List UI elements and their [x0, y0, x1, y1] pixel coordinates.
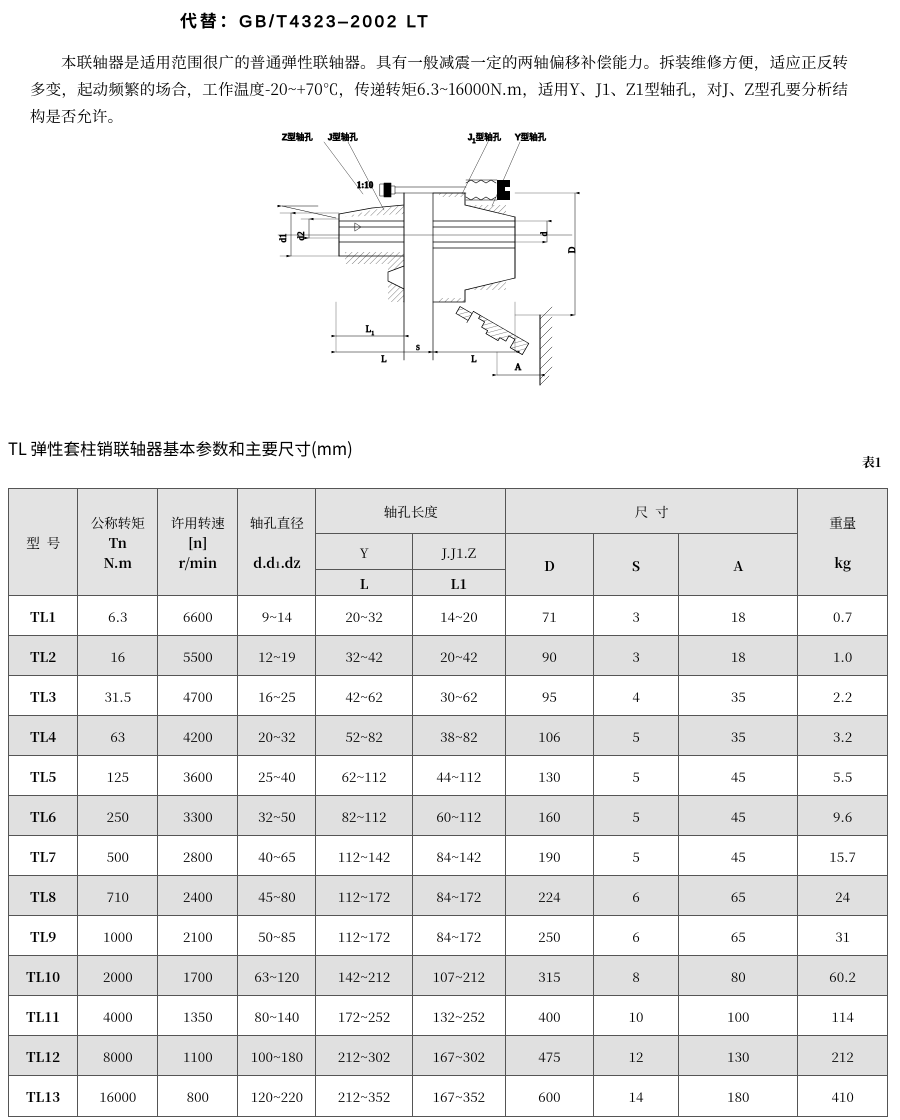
svg-text:1:10: 1:10 [357, 180, 374, 190]
svg-text:d1: d1 [278, 234, 288, 243]
svg-text:S: S [416, 344, 420, 352]
svg-text:J型轴孔: J型轴孔 [327, 132, 358, 142]
svg-text:Z型轴孔: Z型轴孔 [282, 132, 313, 142]
svg-text:d: d [539, 231, 549, 236]
svg-text:L: L [381, 354, 387, 364]
svg-text:L: L [471, 354, 477, 364]
svg-text:D: D [567, 246, 577, 253]
svg-text:Y型轴孔: Y型轴孔 [514, 132, 547, 142]
svg-text:d2: d2 [296, 232, 306, 241]
svg-text:A: A [515, 362, 522, 372]
